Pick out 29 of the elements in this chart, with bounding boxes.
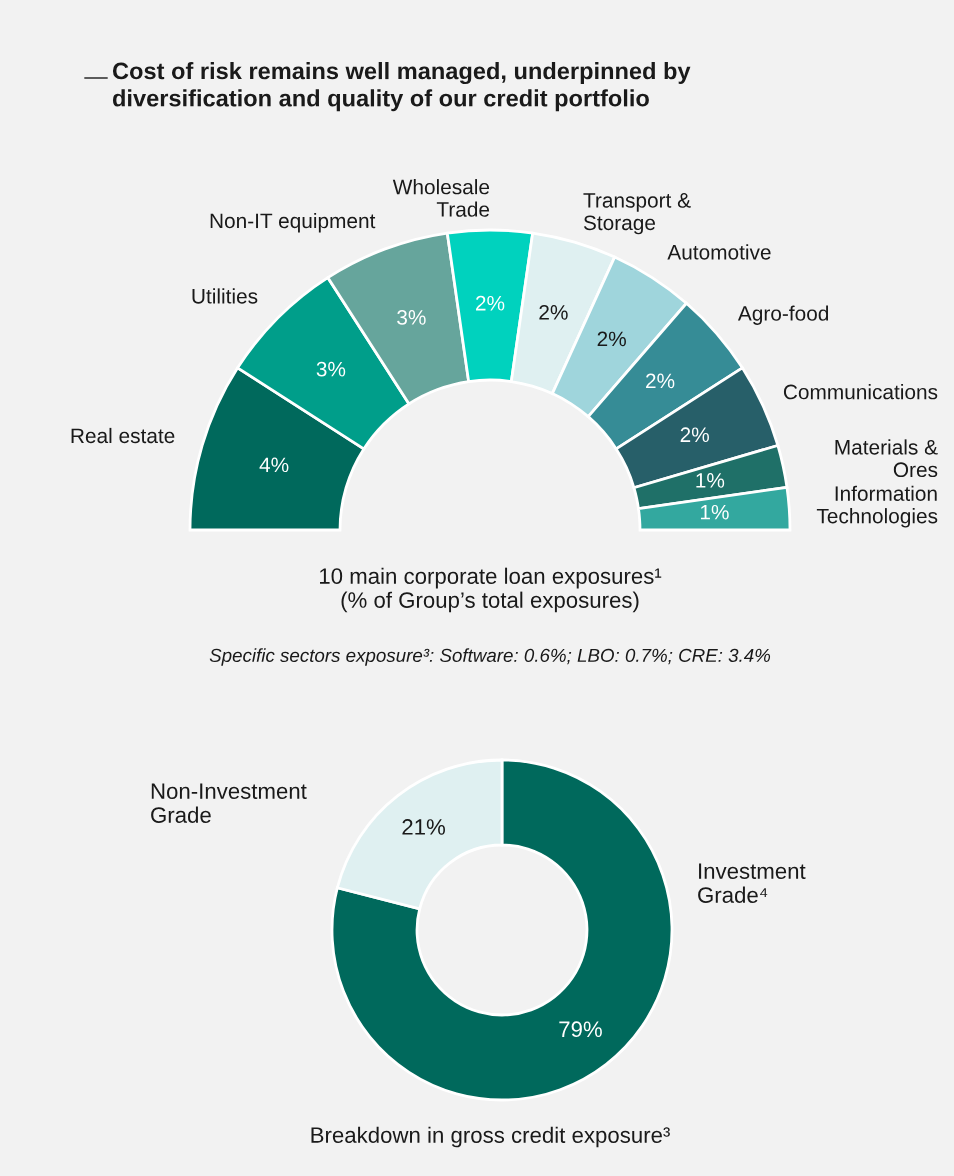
slice-label: Communications (783, 384, 938, 400)
data-label: 3% (316, 361, 346, 377)
slice-label: Materials & Ores (835, 439, 938, 478)
data-label: 2% (597, 331, 626, 347)
text: 10 main corporate loan exposures¹ (% of Group’s total exposures) (320, 567, 662, 613)
data-label: 3% (397, 310, 426, 325)
data-label: 1% (700, 504, 729, 520)
slice-label: Non-IT equipment (210, 212, 376, 233)
slice-label: Non-Investment Grade (151, 783, 307, 823)
data-label: 21% (402, 819, 445, 835)
text: Breakdown in gross credit exposure³ (311, 1126, 670, 1148)
data-label: 2% (680, 427, 709, 443)
slice-label: Utilities (192, 288, 258, 304)
slice-label: Automotive (667, 244, 771, 260)
donut-slice (330, 758, 674, 1102)
data-label: 2% (475, 295, 505, 311)
data-label: 2% (539, 304, 568, 320)
slice-label: Transport & Storage (583, 193, 691, 235)
data-label: 4% (259, 457, 289, 473)
data-label: 2% (646, 373, 675, 389)
slice-label: Wholesale Trade (392, 179, 490, 217)
slice-label: Agro-food (737, 305, 829, 325)
chart-title: Cost of risk remains well managed, underpinned by diversification and quality of our credit portfolio (112, 62, 691, 112)
data-label: 1% (696, 473, 725, 488)
slice-label: Real estate (71, 427, 175, 444)
data-label: 79% (559, 1021, 602, 1038)
slice-label: Investment Grade⁴ (698, 863, 806, 903)
slice-label: Information Technologies (816, 485, 938, 528)
text: Specific sectors exposure³: Software: 0.6%; LBO: 0.7%; CRE: 3.4% (209, 648, 771, 666)
